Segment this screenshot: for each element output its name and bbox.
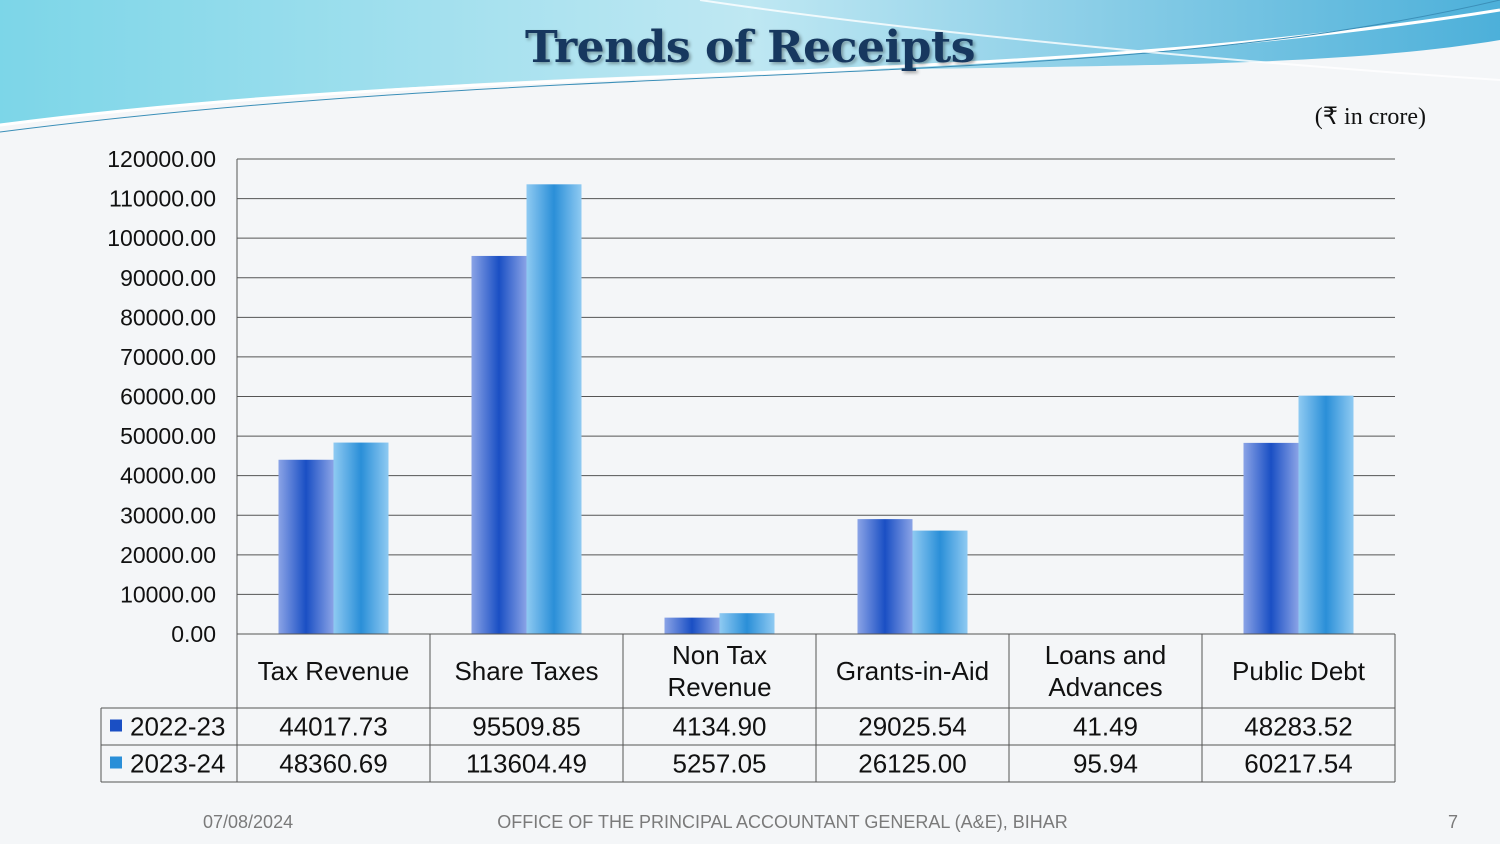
unit-note: (₹ in crore)	[1314, 104, 1426, 130]
footer-date: 07/08/2024	[203, 812, 294, 832]
y-tick-label: 20000.00	[120, 542, 216, 568]
bar-2022-23	[1243, 442, 1299, 634]
data-label: 48360.69	[279, 749, 387, 779]
category-label: Share Taxes	[454, 656, 598, 686]
data-label: 41.49	[1073, 712, 1138, 742]
y-tick-label: 120000.00	[107, 146, 216, 172]
category-label: Grants-in-Aid	[836, 656, 989, 686]
bar-2022-23	[471, 255, 527, 634]
header-swoosh	[0, 0, 1500, 125]
category-label: Revenue	[667, 672, 771, 702]
bar-2023-24	[1298, 395, 1354, 634]
bar-2023-24	[719, 613, 775, 634]
y-tick-label: 80000.00	[120, 304, 216, 330]
bar-2023-24	[333, 442, 389, 634]
y-tick-label: 40000.00	[120, 463, 216, 489]
legend-swatch	[110, 756, 122, 769]
bar-2022-23	[278, 459, 334, 634]
y-tick-label: 110000.00	[109, 186, 216, 212]
data-label: 29025.54	[858, 712, 966, 742]
category-label: Public Debt	[1232, 656, 1366, 686]
y-tick-label: 50000.00	[120, 423, 216, 449]
legend-label: 2023-24	[130, 749, 225, 779]
footer-office: OFFICE OF THE PRINCIPAL ACCOUNTANT GENER…	[497, 812, 1068, 832]
y-tick-label: 0.00	[171, 621, 216, 647]
y-tick-label: 90000.00	[120, 265, 216, 291]
slide-title: Trends of Receipts	[524, 22, 976, 73]
data-label: 26125.00	[858, 749, 966, 779]
data-label: 5257.05	[673, 749, 767, 779]
y-tick-label: 30000.00	[120, 502, 216, 528]
data-label: 4134.90	[673, 712, 767, 742]
data-label: 113604.49	[466, 749, 587, 779]
legend-label: 2022-23	[130, 712, 225, 742]
legend-swatch	[110, 719, 122, 732]
category-label: Loans and	[1045, 640, 1166, 670]
page-number: 7	[1447, 812, 1458, 832]
y-tick-label: 70000.00	[120, 344, 216, 370]
bar-2023-24	[526, 184, 582, 635]
category-label: Tax Revenue	[258, 656, 410, 686]
bar-2022-23	[857, 519, 913, 634]
y-tick-label: 10000.00	[120, 581, 216, 607]
category-label: Advances	[1048, 672, 1162, 702]
data-label: 44017.73	[279, 712, 387, 742]
bar-2022-23	[664, 617, 720, 634]
y-tick-label: 60000.00	[120, 384, 216, 410]
data-label: 95509.85	[472, 712, 580, 742]
data-label: 48283.52	[1244, 712, 1352, 742]
data-label: 95.94	[1073, 749, 1138, 779]
bar-2023-24	[912, 530, 968, 634]
data-label: 60217.54	[1244, 749, 1352, 779]
y-tick-label: 100000.00	[107, 225, 216, 251]
category-label: Non Tax	[672, 640, 767, 670]
